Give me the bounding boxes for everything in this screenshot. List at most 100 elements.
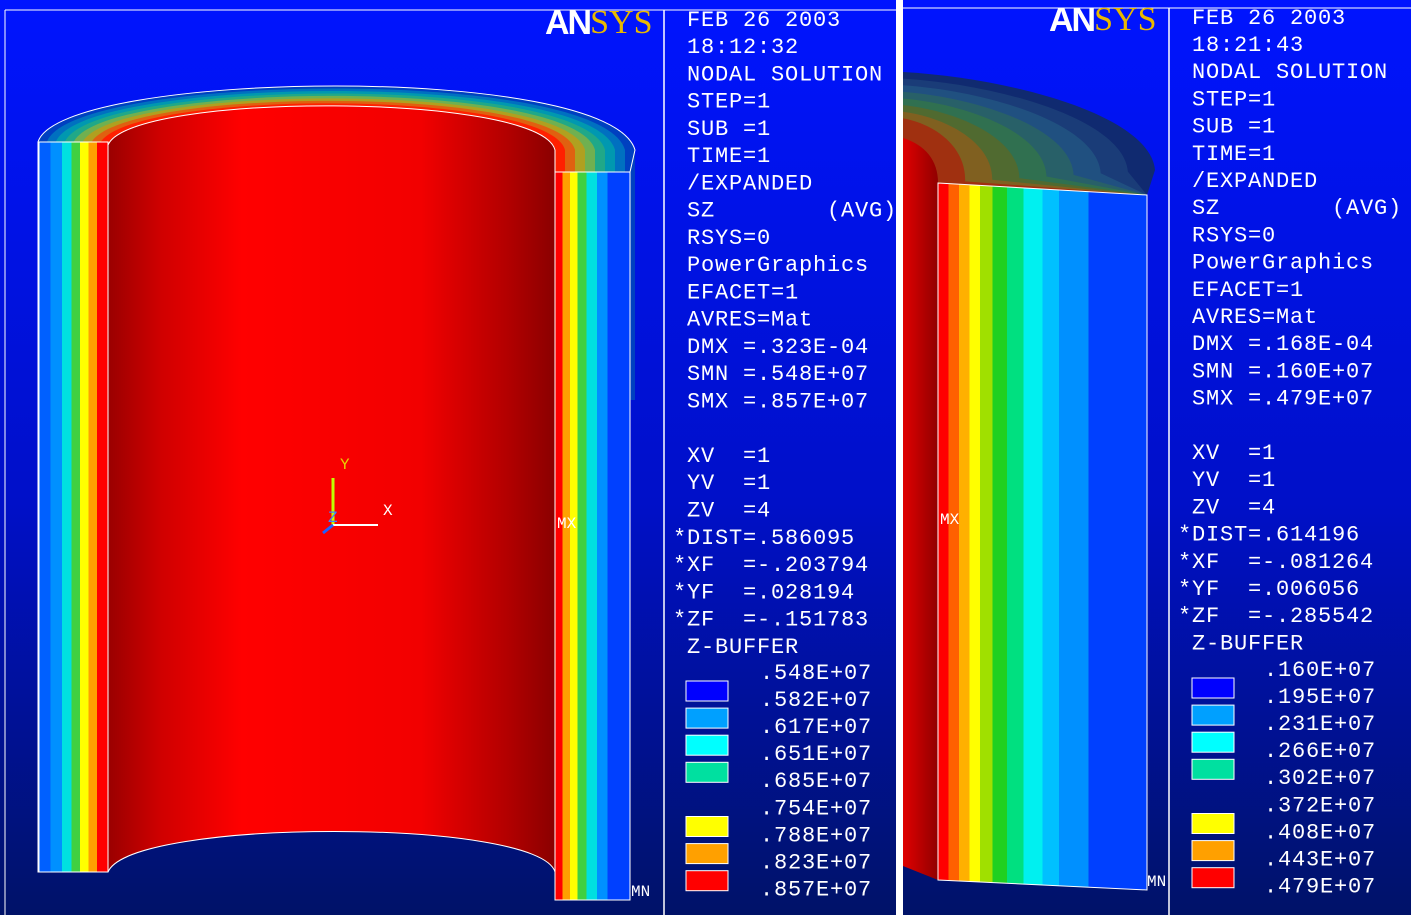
legend-value: .788E+07 xyxy=(760,823,872,848)
info-line: SUB =1 xyxy=(687,117,771,142)
left-wall xyxy=(37,141,109,873)
info-line: DMX =.168E-04 xyxy=(1192,332,1374,357)
legend-value: .617E+07 xyxy=(760,715,872,740)
legend-value: .160E+07 xyxy=(1264,658,1376,683)
legend-swatch xyxy=(1191,758,1235,780)
axis-triad xyxy=(322,478,378,535)
panel-gap xyxy=(896,0,903,915)
legend-value: .266E+07 xyxy=(1264,739,1376,764)
legend-value: .823E+07 xyxy=(760,851,872,876)
right-wall xyxy=(554,171,631,901)
info-line: /EXPANDED xyxy=(1192,169,1318,194)
legend-swatch xyxy=(685,707,729,729)
right-viewport xyxy=(903,0,1411,915)
inner-surface xyxy=(903,138,938,880)
legend-value: .685E+07 xyxy=(760,769,872,794)
rim xyxy=(903,72,1155,195)
info-line: 18:21:43 xyxy=(1192,33,1304,58)
logo-an: AN xyxy=(545,4,591,42)
legend-value: .443E+07 xyxy=(1264,848,1376,873)
legend-swatch xyxy=(685,816,729,837)
legend-value: .754E+07 xyxy=(760,796,872,821)
info-line: *ZF =-.151783 xyxy=(673,608,869,633)
legend-swatch xyxy=(685,843,729,865)
cut-face xyxy=(937,182,1148,891)
info-line: EFACET=1 xyxy=(687,280,799,305)
legend-value: .651E+07 xyxy=(760,742,872,767)
legend-swatch xyxy=(1191,840,1235,862)
info-line: ZV =4 xyxy=(687,498,771,523)
info-line: ZV =4 xyxy=(1192,495,1276,520)
legend-swatch xyxy=(1191,867,1235,889)
info-line: SZ (AVG) xyxy=(687,199,897,224)
info-line: STEP=1 xyxy=(687,90,771,115)
info-line: DMX =.323E-04 xyxy=(687,335,869,360)
info-line: 18:12:32 xyxy=(687,35,799,60)
info-line: XV =1 xyxy=(1192,441,1276,466)
min-marker: MN xyxy=(1147,873,1166,891)
info-line: SMX =.857E+07 xyxy=(687,389,869,414)
max-marker: MX xyxy=(557,515,577,533)
info-line: XV =1 xyxy=(687,444,771,469)
left-viewport xyxy=(0,0,896,915)
logo: ANSYS xyxy=(545,4,652,42)
axis-label-y: Y xyxy=(340,456,350,474)
info-line: FEB 26 2003 xyxy=(1192,6,1346,31)
rim-outline xyxy=(37,85,636,173)
axis-label-z: Z xyxy=(328,509,338,527)
info-line: PowerGraphics xyxy=(687,253,869,278)
info-line: SMX =.479E+07 xyxy=(1192,387,1374,412)
legend-swatch xyxy=(685,761,729,783)
info-line: SUB =1 xyxy=(1192,115,1276,140)
info-line: AVRES=Mat xyxy=(687,308,813,333)
legend-swatch xyxy=(685,870,729,892)
info-line: TIME=1 xyxy=(1192,142,1276,167)
logo-sys: SYS xyxy=(1094,1,1156,38)
axis-label-x: X xyxy=(383,502,393,520)
info-line: SMN =.548E+07 xyxy=(687,362,869,387)
info-line: *YF =.006056 xyxy=(1178,577,1360,602)
legend-swatch xyxy=(1191,731,1235,753)
legend-swatch xyxy=(1191,813,1235,834)
rim-band xyxy=(903,118,1147,195)
info-line: STEP=1 xyxy=(1192,87,1276,112)
legend-value: .548E+07 xyxy=(760,661,872,686)
info-line: SZ (AVG) xyxy=(1192,196,1402,221)
info-line: AVRES=Mat xyxy=(1192,305,1318,330)
logo: ANSYS xyxy=(1049,1,1156,39)
info-line: *XF =-.081264 xyxy=(1178,550,1374,575)
info-line: YV =1 xyxy=(687,471,771,496)
info-line: *ZF =-.285542 xyxy=(1178,604,1374,629)
logo-sys: SYS xyxy=(590,4,652,41)
legend-swatch xyxy=(685,680,729,702)
legend-value: .857E+07 xyxy=(760,878,872,903)
legend-value: .231E+07 xyxy=(1264,712,1376,737)
info-line: YV =1 xyxy=(1192,468,1276,493)
legend-value: .302E+07 xyxy=(1264,766,1376,791)
legend-swatch xyxy=(1191,704,1235,726)
info-line: EFACET=1 xyxy=(1192,278,1304,303)
legend-value: .195E+07 xyxy=(1264,685,1376,710)
min-marker: MN xyxy=(631,883,650,901)
info-line: NODAL SOLUTION xyxy=(687,62,883,87)
legend-swatch xyxy=(1191,677,1235,699)
z-axis xyxy=(322,523,334,535)
info-line: *XF =-.203794 xyxy=(673,553,869,578)
legend-value: .372E+07 xyxy=(1264,793,1376,818)
info-line: RSYS=0 xyxy=(1192,223,1276,248)
info-line: SMN =.160E+07 xyxy=(1192,359,1374,384)
info-line: FEB 26 2003 xyxy=(687,8,841,33)
info-line: TIME=1 xyxy=(687,144,771,169)
logo-an: AN xyxy=(1049,1,1095,39)
info-line: NODAL SOLUTION xyxy=(1192,60,1388,85)
info-line: Z-BUFFER xyxy=(687,635,799,660)
info-line: *DIST=.614196 xyxy=(1178,523,1360,548)
legend-value: .479E+07 xyxy=(1264,875,1376,900)
info-line: *DIST=.586095 xyxy=(673,526,855,551)
info-line: *YF =.028194 xyxy=(673,580,855,605)
legend-value: .408E+07 xyxy=(1264,820,1376,845)
legend-swatch xyxy=(685,734,729,756)
info-line: Z-BUFFER xyxy=(1192,631,1304,656)
